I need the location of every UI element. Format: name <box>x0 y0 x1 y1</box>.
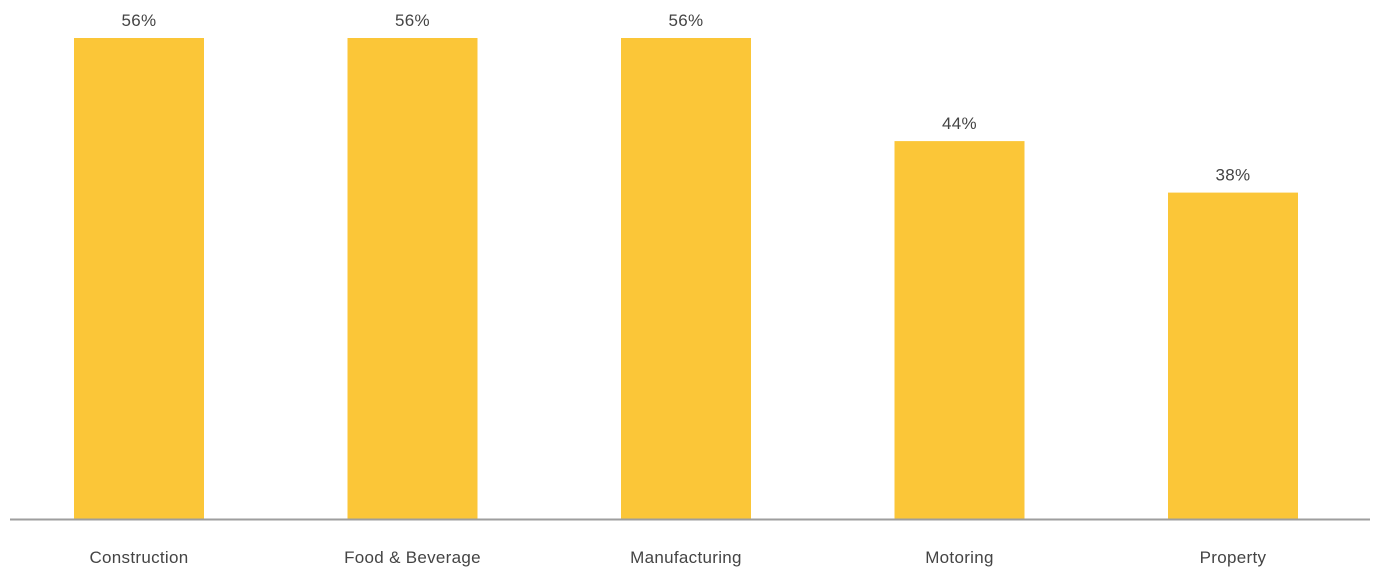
category-label-property: Property <box>1200 548 1267 567</box>
bar-manufacturing <box>621 38 751 519</box>
data-label-motoring: 44% <box>942 114 977 133</box>
bar-construction <box>74 38 204 519</box>
category-label-construction: Construction <box>89 548 188 567</box>
category-label-motoring: Motoring <box>925 548 994 567</box>
bar-property <box>1168 192 1298 519</box>
category-label-manufacturing: Manufacturing <box>630 548 742 567</box>
bars-layer <box>74 38 1298 519</box>
category-label-food-beverage: Food & Beverage <box>344 548 481 567</box>
data-label-construction: 56% <box>122 11 157 30</box>
category-labels-layer: Construction Food & Beverage Manufacturing… <box>89 548 1266 567</box>
data-labels-layer: 56% 56% 56% 44% 38% <box>122 11 1251 185</box>
data-label-food-beverage: 56% <box>395 11 430 30</box>
bar-motoring <box>894 141 1025 519</box>
bar-food-beverage <box>347 38 478 519</box>
data-label-manufacturing: 56% <box>669 11 704 30</box>
data-label-property: 38% <box>1216 166 1251 185</box>
